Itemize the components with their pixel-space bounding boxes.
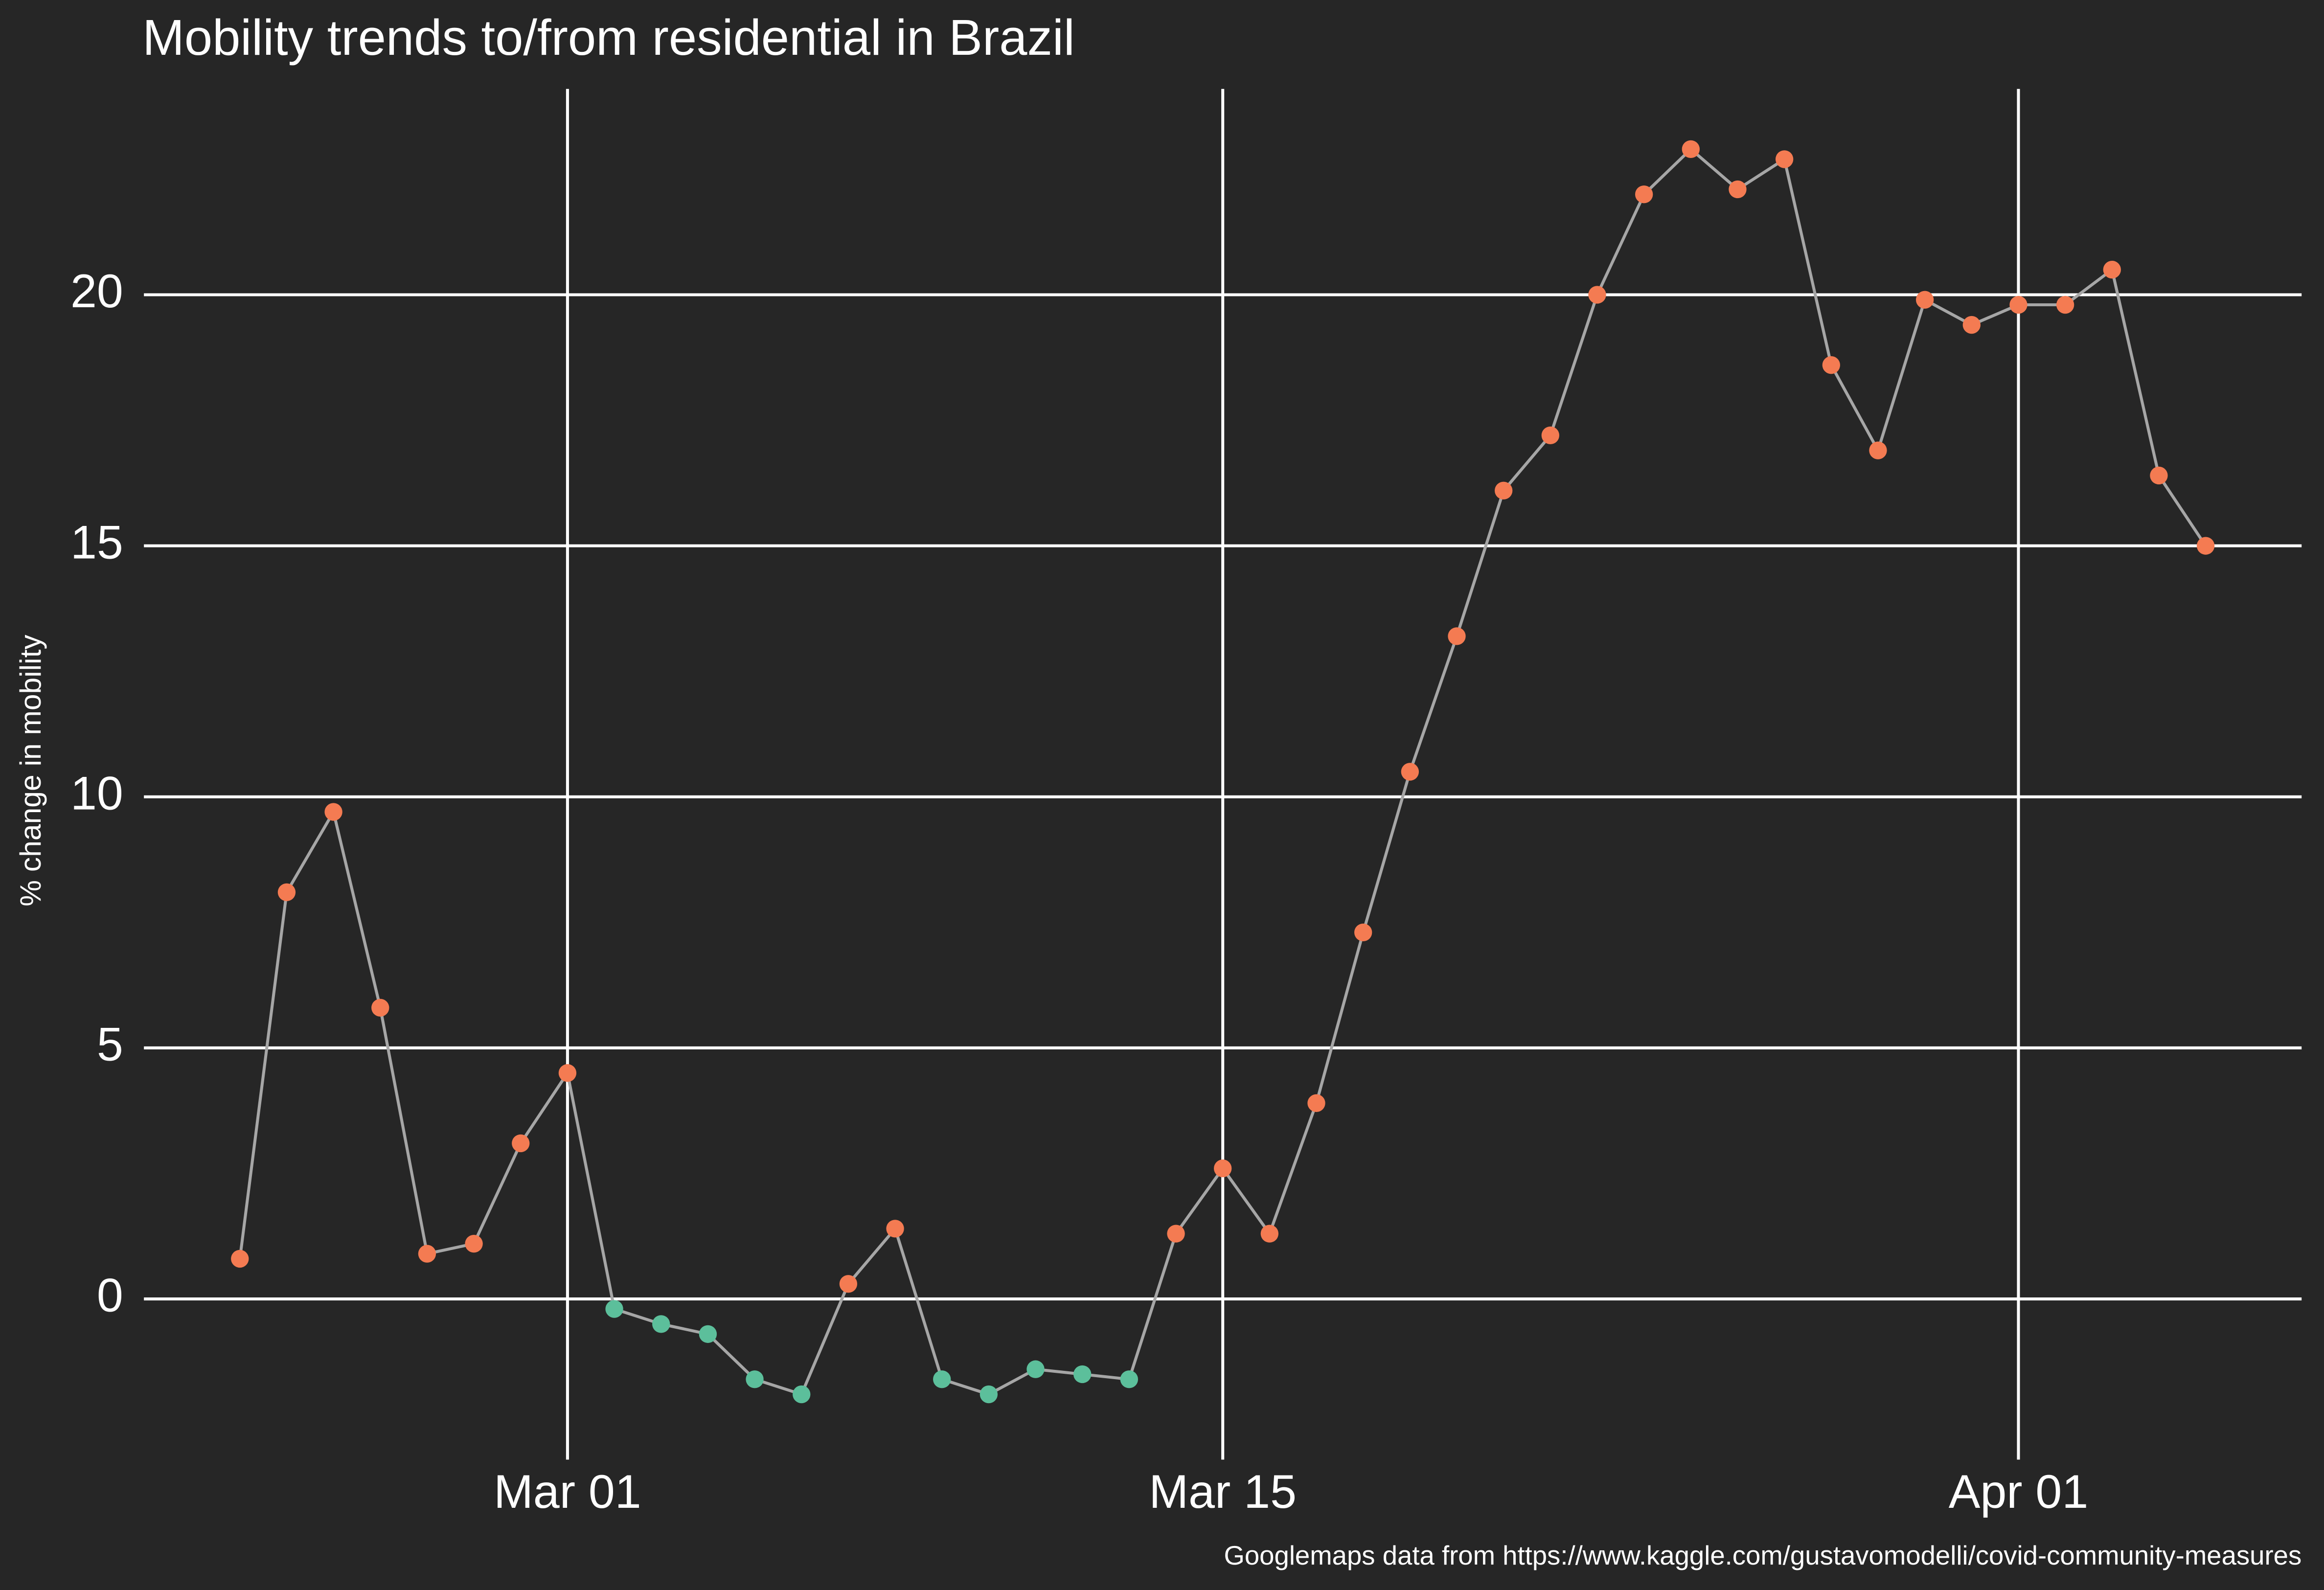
- data-point: [1822, 356, 1840, 374]
- data-point: [1915, 291, 1934, 309]
- y-axis-label: % change in mobility: [14, 635, 47, 907]
- data-point: [1494, 481, 1513, 500]
- chart-title: Mobility trends to/from residential in B…: [142, 9, 1075, 66]
- data-point: [1073, 1365, 1092, 1384]
- x-tick-label: Apr 01: [1949, 1465, 2089, 1518]
- data-point: [1869, 441, 1887, 459]
- data-point: [1635, 185, 1653, 204]
- data-point: [1026, 1360, 1045, 1378]
- data-point: [2009, 295, 2028, 314]
- data-point: [699, 1325, 717, 1343]
- data-point: [1214, 1159, 1232, 1178]
- data-point: [605, 1300, 623, 1318]
- caption: Googlemaps data from https://www.kaggle.…: [1224, 1541, 2301, 1570]
- data-point: [371, 999, 389, 1017]
- data-point: [839, 1275, 858, 1293]
- data-point: [465, 1234, 483, 1253]
- data-point: [933, 1370, 951, 1388]
- data-point: [1401, 763, 1419, 781]
- data-point: [231, 1249, 249, 1268]
- y-tick-label: 0: [97, 1269, 123, 1322]
- y-tick-label: 20: [70, 264, 123, 318]
- y-tick-label: 10: [70, 766, 123, 819]
- y-tick-label: 5: [97, 1018, 123, 1071]
- data-point: [2150, 466, 2168, 485]
- data-point: [1354, 923, 1372, 942]
- data-point: [652, 1315, 670, 1333]
- data-point: [418, 1245, 436, 1263]
- data-point: [2103, 261, 2121, 279]
- data-point: [1120, 1370, 1139, 1388]
- data-point: [1588, 286, 1606, 304]
- data-point: [2056, 295, 2074, 314]
- data-point: [1729, 180, 1747, 199]
- y-tick-label: 15: [70, 515, 123, 568]
- data-point: [793, 1385, 811, 1404]
- data-point: [746, 1370, 764, 1388]
- data-point: [1682, 140, 1700, 159]
- data-point: [980, 1385, 998, 1404]
- x-tick-label: Mar 15: [1149, 1465, 1297, 1518]
- data-point: [277, 883, 296, 901]
- data-point: [1307, 1094, 1325, 1112]
- data-point: [1448, 627, 1466, 645]
- data-point: [324, 803, 342, 821]
- data-point: [512, 1134, 530, 1153]
- data-point: [886, 1220, 904, 1238]
- data-point: [1541, 426, 1559, 445]
- data-point: [2196, 537, 2215, 555]
- x-tick-label: Mar 01: [494, 1465, 641, 1518]
- data-point: [1775, 150, 1794, 168]
- data-point: [1962, 316, 1981, 334]
- data-point: [1260, 1225, 1279, 1243]
- data-point: [558, 1064, 577, 1082]
- data-point: [1167, 1225, 1185, 1243]
